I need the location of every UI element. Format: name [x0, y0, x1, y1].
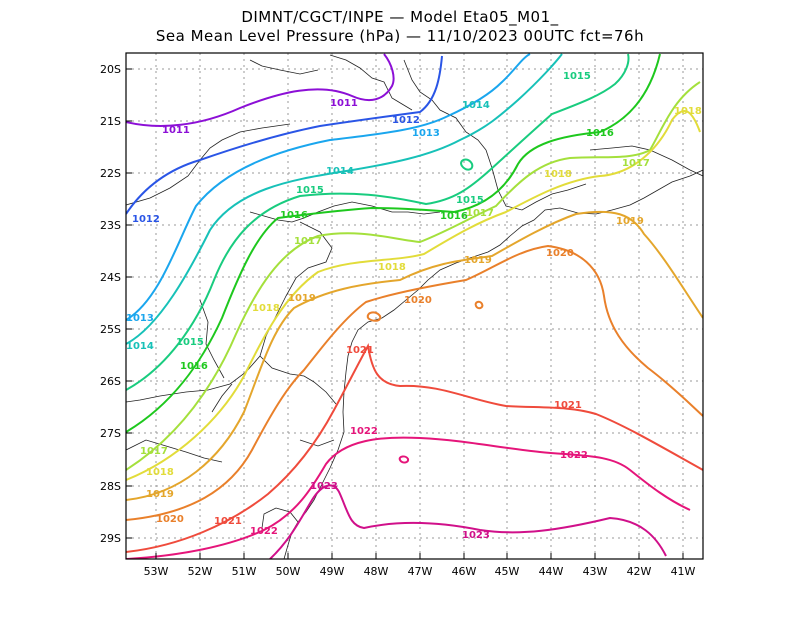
lon-label-45w: 45W: [495, 565, 520, 578]
isobar-1017: [126, 81, 701, 471]
isobar-1013: [126, 53, 531, 321]
isobar-lines: [126, 53, 703, 559]
lat-label-22s: 22S: [100, 167, 121, 180]
lon-label-53w: 53W: [144, 565, 169, 578]
label-1016-c: 1016: [440, 211, 468, 222]
lon-label-43w: 43W: [583, 565, 608, 578]
isobar-1011: [126, 53, 395, 127]
label-1019-c: 1019: [288, 293, 316, 304]
isobar-1020-island-2: [474, 300, 484, 310]
label-1017-c: 1017: [466, 208, 494, 219]
lon-label-50w: 50W: [276, 565, 301, 578]
label-1016-a: 1016: [586, 128, 614, 139]
isobar-1015: [126, 53, 630, 391]
lon-label-49w: 49W: [320, 565, 345, 578]
lon-label-47w: 47W: [408, 565, 433, 578]
label-1017-d: 1017: [140, 446, 168, 457]
lat-axis: [126, 68, 132, 539]
lat-label-29s: 29S: [100, 532, 121, 545]
label-1013-b: 1013: [126, 313, 154, 324]
label-1015-d: 1015: [176, 337, 204, 348]
label-1018-d: 1018: [252, 303, 280, 314]
isobar-1022: [126, 436, 691, 559]
label-1021-a: 1021: [346, 345, 374, 356]
lon-label-52w: 52W: [188, 565, 213, 578]
label-1020-a: 1020: [546, 248, 574, 259]
label-1016-b: 1016: [280, 210, 308, 221]
label-1015-a: 1015: [563, 71, 591, 82]
label-1017-a: 1017: [622, 158, 650, 169]
label-1022-b: 1022: [560, 450, 588, 461]
isobar-1019: [126, 210, 703, 501]
label-1022-c: 1022: [250, 526, 278, 537]
label-1020-c: 1020: [156, 514, 184, 525]
label-1017-b: 1017: [294, 236, 322, 247]
label-1012-a: 1012: [392, 115, 420, 126]
label-1018-b: 1018: [544, 169, 572, 180]
label-1015-c: 1015: [456, 195, 484, 206]
label-1012-b: 1012: [132, 214, 160, 225]
lon-label-41w: 41W: [671, 565, 696, 578]
label-1018-c: 1018: [378, 262, 406, 273]
label-1011-b: 1011: [162, 125, 190, 136]
lon-label-51w: 51W: [232, 565, 257, 578]
plot-frame: [125, 52, 704, 560]
label-1016-d: 1016: [180, 361, 208, 372]
lat-label-25s: 25S: [100, 323, 121, 336]
isobar-1016: [126, 53, 661, 433]
label-1014-c: 1014: [126, 341, 154, 352]
lat-label-24s: 24S: [100, 271, 121, 284]
lon-axis: [155, 553, 684, 559]
lat-label-28s: 28S: [100, 480, 121, 493]
lon-label-42w: 42W: [627, 565, 652, 578]
lat-label-27s: 27S: [100, 427, 121, 440]
label-1014-b: 1014: [326, 166, 354, 177]
isobar-1020: [126, 244, 703, 521]
lon-label-44w: 44W: [539, 565, 564, 578]
isobar-1012: [126, 55, 443, 215]
label-1018-e: 1018: [146, 467, 174, 478]
label-1023-b: 1023: [462, 530, 490, 541]
label-1020-b: 1020: [404, 295, 432, 306]
isobar-1015-island: [460, 158, 474, 171]
label-1023-a: 1023: [310, 481, 338, 492]
lat-label-21s: 21S: [100, 115, 121, 128]
chart-title-line-1: DIMNT/CGCT/INPE — Model Eta05_M01_: [241, 8, 559, 26]
lat-label-20s: 20S: [100, 63, 121, 76]
lon-label-48w: 48W: [364, 565, 389, 578]
lon-label-46w: 46W: [452, 565, 477, 578]
isobar-1020-island: [366, 311, 382, 322]
label-1019-a: 1019: [616, 216, 644, 227]
label-1019-d: 1019: [146, 489, 174, 500]
label-1013-a: 1013: [412, 128, 440, 139]
label-1019-b: 1019: [464, 255, 492, 266]
isobar-1018: [126, 109, 701, 481]
label-1018-a: 1018: [674, 106, 702, 117]
contour-labels: 1011 1011 1012 1012 1013 1013 1014 1014 …: [126, 71, 702, 541]
label-1014-a: 1014: [462, 100, 490, 111]
isobar-1023: [269, 484, 667, 559]
label-1022-a: 1022: [350, 426, 378, 437]
label-1021-c: 1021: [214, 516, 242, 527]
lat-label-26s: 26S: [100, 375, 121, 388]
isobar-1021: [126, 343, 703, 553]
chart-title-line-2: Sea Mean Level Pressure (hPa) — 11/10/20…: [155, 27, 645, 45]
label-1015-b: 1015: [296, 185, 324, 196]
isobar-1022-island: [398, 455, 410, 464]
label-1021-b: 1021: [554, 400, 582, 411]
label-1011-a: 1011: [330, 98, 358, 109]
isobar-1014: [126, 53, 563, 345]
lat-label-23s: 23S: [100, 219, 121, 232]
